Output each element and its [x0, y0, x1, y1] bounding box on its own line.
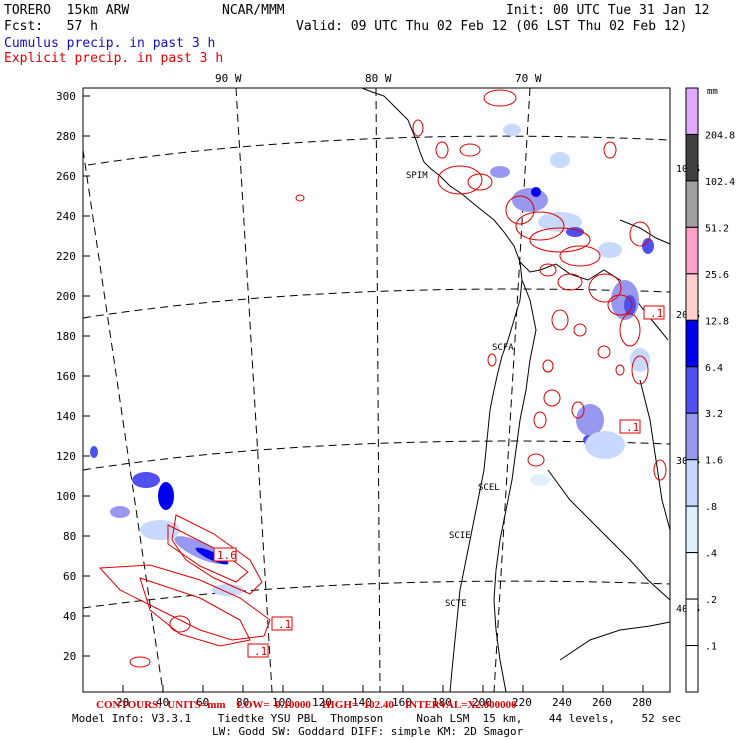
contour-label: .1	[626, 421, 639, 434]
colorbar-label: 51.2	[705, 223, 729, 234]
y-tick-label: 20	[63, 650, 76, 663]
init-time: Init: 00 UTC Tue 31 Jan 12	[506, 3, 710, 18]
x-tick-label: 20	[116, 696, 129, 709]
colorbar-label: 6.4	[705, 363, 723, 374]
x-tick-label: 160	[392, 696, 412, 709]
contour-label: .1	[650, 307, 663, 320]
lon-label: 80 W	[365, 72, 392, 85]
colorbar-swatch	[685, 133, 699, 182]
station-label: SCIE	[449, 531, 471, 541]
y-tick-label: 160	[56, 370, 76, 383]
colorbar-swatch	[685, 645, 699, 693]
y-tick-label: 180	[56, 330, 76, 343]
x-axis: 20 40 60 80 100 120 140 160 180 200 220 …	[116, 685, 652, 709]
colorbar: mm 204.8 102.4 51.2 25.6 12.8 6.4 3.2 1.6 .8 .4 .2…	[685, 87, 735, 693]
x-tick-label: 40	[156, 696, 169, 709]
lon-label: 70 W	[515, 72, 542, 85]
y-tick-label: 260	[56, 170, 76, 183]
country-border	[559, 621, 671, 661]
y-tick-label: 40	[63, 610, 76, 623]
colorbar-swatch	[685, 552, 699, 600]
x-tick-label: 220	[512, 696, 532, 709]
y-tick-label: 60	[63, 570, 76, 583]
cumulus-legend: Cumulus precip. in past 3 h	[4, 36, 216, 51]
y-tick-label: 100	[56, 490, 76, 503]
colorbar-swatch	[685, 412, 699, 461]
valid-time: Valid: 09 UTC Thu 02 Feb 12 (06 LST Thu …	[296, 19, 688, 34]
colorbar-label: .2	[705, 595, 717, 606]
forecast-hour: Fcst: 57 h	[4, 19, 98, 34]
model-info-physics: LW: Godd SW: Goddard DIFF: simple KM: 2D…	[212, 725, 524, 738]
graticule	[82, 87, 671, 693]
colorbar-label: 12.8	[705, 316, 729, 327]
x-tick-label: 80	[236, 696, 249, 709]
station-label: SCEL	[478, 483, 500, 493]
country-border	[493, 279, 537, 693]
contour-label-box: .1	[643, 305, 665, 320]
y-axis: 300 280 260 240 220 200 180 160 140 120 …	[56, 90, 90, 663]
cumulus-precip	[90, 124, 654, 596]
station-label: SCTE	[445, 599, 467, 609]
model-title: TORERO 15km ARW	[4, 3, 130, 18]
colorbar-swatch	[685, 319, 699, 368]
contours-info: CONTOURS: UNITS=mm LOW= 0.10000 HIGH= 10…	[96, 699, 517, 711]
country-border	[639, 379, 671, 531]
colorbar-swatch	[685, 87, 699, 135]
contour-label-box: 1.6	[213, 547, 237, 562]
contour-label: .1	[254, 645, 267, 658]
center-name: NCAR/MMM	[222, 3, 285, 18]
colorbar-swatch	[685, 226, 699, 275]
country-border	[519, 261, 669, 341]
x-tick-label: 140	[352, 696, 372, 709]
colorbar-swatch	[685, 505, 699, 554]
colorbar-swatch	[685, 366, 699, 414]
colorbar-label: .4	[705, 549, 717, 560]
x-tick-label: 100	[272, 696, 292, 709]
y-tick-label: 140	[56, 410, 76, 423]
explicit-precip	[98, 89, 667, 668]
x-tick-label: 280	[632, 696, 652, 709]
colorbar-label: 1.6	[705, 456, 723, 467]
station-label: SPIM	[406, 171, 428, 181]
colorbar-label: .1	[705, 642, 717, 653]
country-border	[547, 469, 671, 601]
explicit-legend: Explicit precip. in past 3 h	[4, 51, 224, 66]
x-tick-label: 60	[196, 696, 209, 709]
x-tick-label: 180	[432, 696, 452, 709]
colorbar-label: 204.8	[705, 130, 735, 141]
plot-area: 1.6 .1 .1 .1 .1 SPIM SCFA SCEL SCIE SCTE…	[82, 87, 700, 693]
y-tick-label: 280	[56, 130, 76, 143]
x-tick-label: 260	[592, 696, 612, 709]
colorbar-swatch	[685, 180, 699, 228]
model-info: Model Info: V3.3.1 Tiedtke YSU PBL Thomp…	[72, 712, 682, 725]
colorbar-swatch	[685, 598, 699, 647]
x-tick-label: 200	[472, 696, 492, 709]
station-label: SCFA	[492, 343, 514, 353]
y-tick-label: 200	[56, 290, 76, 303]
contour-label-box: .1	[619, 419, 641, 434]
y-tick-label: 80	[63, 530, 76, 543]
y-tick-label: 300	[56, 90, 76, 103]
colorbar-label: .8	[705, 502, 717, 513]
x-tick-label: 240	[552, 696, 572, 709]
contour-label: .1	[278, 618, 291, 631]
colorbar-swatch	[685, 459, 699, 507]
contour-label-box: .1	[247, 643, 269, 658]
colorbar-unit: mm	[707, 87, 718, 97]
colorbar-label: 3.2	[705, 409, 723, 420]
coastline	[361, 87, 523, 693]
colorbar-label: 25.6	[705, 270, 729, 281]
lon-label: 90 W	[215, 72, 242, 85]
contour-label-box: .1	[271, 616, 293, 631]
y-tick-label: 220	[56, 250, 76, 263]
y-tick-label: 120	[56, 450, 76, 463]
x-tick-label: 120	[312, 696, 332, 709]
y-tick-label: 240	[56, 210, 76, 223]
country-border	[619, 219, 671, 245]
colorbar-swatch	[685, 273, 699, 321]
contour-label: 1.6	[217, 549, 237, 562]
colorbar-label: 102.4	[705, 177, 735, 188]
